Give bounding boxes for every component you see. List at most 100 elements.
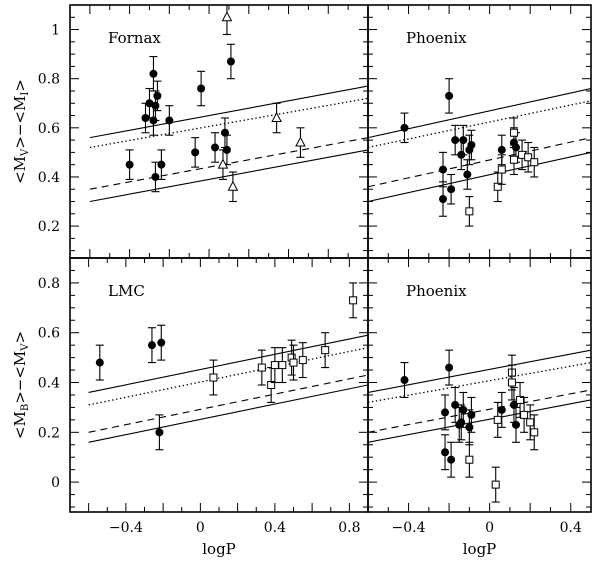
data-point-filled-circle — [125, 160, 134, 169]
data-point-filled-circle — [441, 408, 450, 417]
data-point-open-triangle — [271, 111, 282, 122]
panel-frame — [367, 4, 592, 259]
data-point-filled-circle — [157, 160, 166, 169]
data-point-filled-circle — [155, 428, 164, 437]
reference-line-dotted — [88, 347, 368, 406]
y-tick-label: 1 — [51, 23, 60, 39]
y-axis-label-subscript: V — [20, 343, 31, 352]
data-point-filled-circle — [467, 141, 476, 150]
data-point-open-square — [267, 381, 276, 389]
x-tick-label: 0.8 — [338, 520, 360, 536]
y-axis-label-subscript: I — [20, 92, 31, 96]
x-axis-label: logP — [463, 540, 497, 558]
data-point-filled-circle — [197, 84, 206, 93]
data-point-filled-circle — [497, 405, 506, 414]
data-point-open-square — [270, 361, 279, 370]
reference-line-solid — [88, 384, 368, 443]
data-point-filled-circle — [439, 165, 448, 174]
x-tick-label: −0.4 — [392, 520, 426, 536]
data-point-filled-circle — [153, 91, 162, 100]
reference-line-solid — [368, 151, 591, 203]
panel-title: LMC — [108, 282, 145, 300]
panel-content — [88, 282, 368, 451]
data-point-filled-circle — [157, 338, 166, 347]
y-axis-label-part: > — [11, 331, 29, 344]
data-point-filled-circle — [141, 113, 150, 122]
data-point-filled-circle — [211, 143, 220, 152]
panel-content — [368, 349, 591, 503]
panel-content — [368, 78, 591, 227]
data-point-open-square — [278, 361, 287, 370]
y-axis-label-subscript: B — [20, 404, 31, 411]
data-point-open-square — [491, 480, 500, 489]
data-point-filled-circle — [467, 410, 476, 419]
data-point-open-square — [509, 128, 518, 137]
data-point-filled-circle — [226, 57, 235, 66]
y-tick-label: 0.2 — [38, 425, 60, 441]
data-point-filled-circle — [445, 91, 454, 100]
data-point-filled-circle — [149, 116, 158, 125]
x-axis-label: logP — [202, 540, 236, 558]
data-point-open-square — [209, 373, 218, 382]
y-tick-label: 0.8 — [38, 72, 60, 88]
x-tick-label: 0.4 — [264, 520, 286, 536]
reference-line-dotted — [89, 97, 368, 149]
data-point-open-square — [289, 358, 298, 367]
data-point-open-square — [497, 165, 506, 174]
reference-line-dotted — [368, 100, 591, 149]
reference-line-solid — [89, 149, 368, 203]
y-axis-label: <MB>−<MV> — [11, 331, 31, 439]
data-point-filled-circle — [165, 116, 174, 125]
data-point-open-triangle — [221, 11, 233, 22]
data-point-open-square — [530, 428, 539, 437]
data-point-filled-circle — [451, 136, 460, 145]
reference-line-solid — [89, 85, 368, 139]
data-point-open-square — [493, 415, 502, 424]
data-point-filled-circle — [191, 148, 200, 157]
data-point-open-square — [516, 395, 525, 404]
panel-title: Phoenix — [406, 29, 467, 47]
reference-line-solid — [368, 399, 591, 443]
panel-title: Fornax — [108, 29, 161, 47]
data-point-open-square — [524, 153, 533, 162]
data-point-filled-circle — [439, 195, 448, 204]
data-point-filled-circle — [497, 145, 506, 154]
panel-content — [89, 5, 368, 203]
data-point-open-square — [349, 296, 358, 305]
data-point-filled-circle — [465, 423, 474, 432]
y-axis-label-part: <M — [11, 156, 29, 184]
y-tick-label: 0.2 — [38, 219, 60, 235]
panel-4: −0.4 0 0.4 Phoenix logP — [367, 257, 592, 558]
data-point-filled-circle — [457, 418, 466, 427]
reference-line-solid — [368, 349, 591, 394]
x-tick-label: 0 — [196, 520, 205, 536]
y-axis-label: <MV>−<MI> — [11, 79, 31, 184]
data-point-filled-circle — [149, 69, 158, 78]
data-point-filled-circle — [447, 185, 456, 194]
reference-line-dashed — [368, 137, 591, 188]
data-point-open-triangle — [227, 180, 239, 191]
y-tick-label: 0.4 — [38, 376, 60, 392]
data-point-filled-circle — [463, 170, 472, 179]
data-point-filled-circle — [147, 341, 156, 350]
data-point-filled-circle — [441, 448, 450, 457]
data-point-filled-circle — [400, 123, 409, 132]
reference-line-dashed — [368, 389, 591, 433]
panel-3: −0.4 0 0.4 0.8 0 0.2 0.4 0.6 0.8 LMC logP <MB>−<MV> — [11, 257, 369, 558]
y-tick-label: 0.4 — [38, 170, 60, 186]
data-point-open-square — [465, 455, 474, 464]
panel-title: Phoenix — [406, 282, 467, 300]
panel-frame — [367, 257, 592, 513]
data-point-filled-circle — [459, 136, 468, 145]
data-point-open-triangle — [217, 158, 229, 169]
y-axis-label-part: > — [11, 79, 29, 92]
data-point-filled-circle — [459, 405, 468, 414]
data-point-open-square — [520, 410, 529, 419]
data-point-open-square — [493, 182, 502, 191]
data-point-filled-circle — [511, 420, 520, 429]
x-tick-label: 0.4 — [560, 520, 582, 536]
y-axis-label-part: <M — [11, 411, 29, 439]
reference-line-solid — [88, 334, 368, 394]
